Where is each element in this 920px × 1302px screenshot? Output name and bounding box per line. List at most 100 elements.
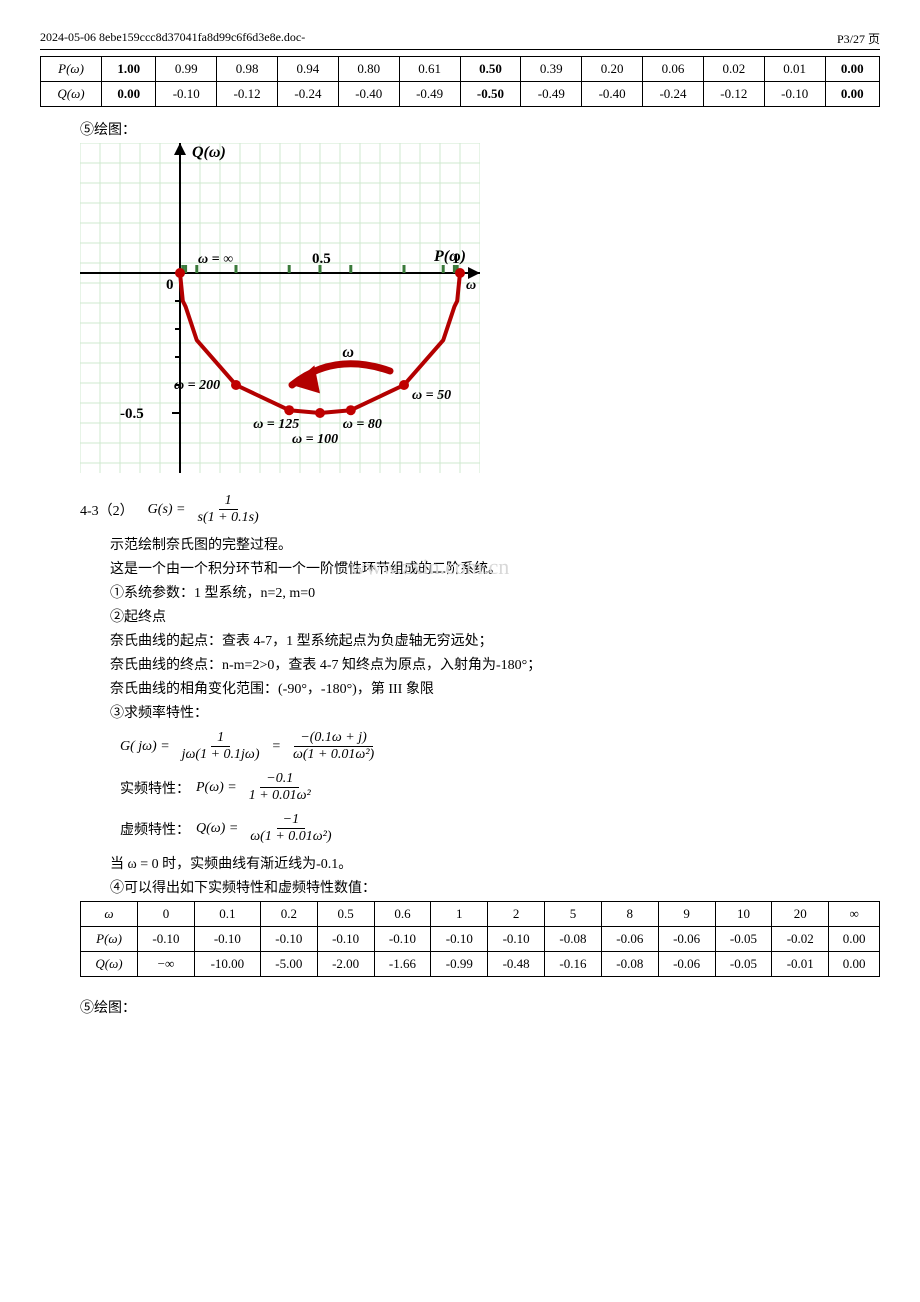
table-cell: -0.50 xyxy=(460,82,521,107)
table-cell: -0.40 xyxy=(338,82,399,107)
header-left: 2024-05-06 8ebe159ccc8d37041fa8d99c6f6d3… xyxy=(40,30,305,47)
table-cell: 1 xyxy=(431,902,488,927)
table-cell: 0.01 xyxy=(764,57,825,82)
table-cell: -0.06 xyxy=(601,927,658,952)
svg-text:0: 0 xyxy=(166,277,174,293)
table-cell: -0.08 xyxy=(601,952,658,977)
table-cell: 0.50 xyxy=(460,57,521,82)
table-cell: -0.24 xyxy=(278,82,339,107)
row-label: Q(ω) xyxy=(41,82,102,107)
line1-wrap: 这是一个由一个积分环节和一个一阶惯性环节组成的二阶系统。 www.zxin.co… xyxy=(110,558,880,578)
table-cell: 0.20 xyxy=(582,57,643,82)
pq-table-1: P(ω)1.000.990.980.940.800.610.500.390.20… xyxy=(40,56,880,107)
table-cell: 2 xyxy=(488,902,545,927)
body-section: 示范绘制奈氏图的完整过程。 这是一个由一个积分环节和一个一阶惯性环节组成的二阶系… xyxy=(40,534,880,722)
table-cell: -1.66 xyxy=(374,952,431,977)
table-cell: 0.00 xyxy=(825,82,879,107)
row-label: P(ω) xyxy=(41,57,102,82)
row-label: P(ω) xyxy=(81,927,138,952)
header-right: P3/27 页 xyxy=(837,30,880,47)
svg-text:0.5: 0.5 xyxy=(312,251,331,267)
eq3-den: ω(1 + 0.01ω²) xyxy=(244,829,337,845)
table-cell: −∞ xyxy=(138,952,195,977)
table-cell: -0.99 xyxy=(431,952,488,977)
svg-text:ω = 0: ω = 0 xyxy=(466,278,480,293)
table-cell: 0.1 xyxy=(194,902,260,927)
problem-number: 4-3（2） xyxy=(80,500,134,520)
table-cell: -0.16 xyxy=(545,952,602,977)
table-cell: -0.06 xyxy=(658,952,715,977)
table-cell: 0.00 xyxy=(829,927,880,952)
table-cell: -0.10 xyxy=(431,927,488,952)
gs-lhs: G(s) = xyxy=(148,502,186,518)
nyquist-svg: Q(ω)P(ω)0.51ω = 0ω = 50ω = 80ω = 100ω = … xyxy=(80,143,480,473)
line5: 奈氏曲线的终点：n-m=2>0，查表 4-7 知终点为原点，入射角为-180°； xyxy=(110,654,880,674)
nyquist-chart-1: Q(ω)P(ω)0.51ω = 0ω = 50ω = 80ω = 100ω = … xyxy=(80,143,880,473)
row-label: Q(ω) xyxy=(81,952,138,977)
table-cell: -0.01 xyxy=(772,952,829,977)
pq-table-2: ω00.10.20.50.6125891020∞P(ω)-0.10-0.10-0… xyxy=(80,901,880,977)
table-cell: 0.02 xyxy=(703,57,764,82)
svg-text:ω = 200: ω = 200 xyxy=(174,378,220,393)
table-cell: -0.12 xyxy=(217,82,278,107)
table-cell: 0.98 xyxy=(217,57,278,82)
table-cell: 0.61 xyxy=(399,57,460,82)
eq2-den: 1 + 0.01ω² xyxy=(243,788,317,804)
svg-text:ω = 100: ω = 100 xyxy=(292,432,338,447)
svg-text:ω = 80: ω = 80 xyxy=(343,417,382,432)
eq2-frac: −0.1 1 + 0.01ω² xyxy=(243,771,317,804)
eq2-lhs: P(ω) = xyxy=(196,780,237,796)
svg-text:1: 1 xyxy=(452,251,460,267)
eq1-frac1: 1 jω(1 + 0.1jω) xyxy=(176,730,266,763)
table-cell: -0.10 xyxy=(194,927,260,952)
line-asymp: 当 ω = 0 时，实频曲线有渐近线为-0.1。 xyxy=(110,853,880,873)
svg-text:ω = ∞: ω = ∞ xyxy=(198,252,233,267)
table-cell: 0.00 xyxy=(829,952,880,977)
table-cell: -0.49 xyxy=(521,82,582,107)
table-cell: -0.05 xyxy=(715,952,772,977)
table-cell: -0.10 xyxy=(317,927,374,952)
table-cell: -0.06 xyxy=(658,927,715,952)
table-cell: 0.99 xyxy=(156,57,217,82)
eq1-d1: jω(1 + 0.1jω) xyxy=(176,747,266,763)
gs-den: s(1 + 0.1s) xyxy=(192,510,265,526)
eq3-label: 虚频特性： xyxy=(120,819,190,839)
table-cell: -0.10 xyxy=(156,82,217,107)
table-cell: 5 xyxy=(545,902,602,927)
table-cell: 0.94 xyxy=(278,57,339,82)
table-cell: 10 xyxy=(715,902,772,927)
line4: 奈氏曲线的起点：查表 4-7，1 型系统起点为负虚轴无穷远处； xyxy=(110,630,880,650)
table-cell: -0.10 xyxy=(764,82,825,107)
table-cell: -0.10 xyxy=(138,927,195,952)
problem-formula: 4-3（2） G(s) = 1 s(1 + 0.1s) xyxy=(80,493,880,526)
table-cell: -0.24 xyxy=(643,82,704,107)
eq3-lhs: Q(ω) = xyxy=(196,821,238,837)
line3: ②起终点 xyxy=(110,606,880,626)
svg-text:ω = 125: ω = 125 xyxy=(253,417,299,432)
table-cell: -5.00 xyxy=(260,952,317,977)
table-cell: -0.10 xyxy=(488,927,545,952)
table-cell: -0.10 xyxy=(260,927,317,952)
table-cell: 0.5 xyxy=(317,902,374,927)
table-cell: -0.49 xyxy=(399,82,460,107)
line2: ①系统参数：1 型系统，n=2, m=0 xyxy=(110,582,880,602)
step5b-label: ⑤绘图： xyxy=(80,997,880,1017)
eq1-frac2: −(0.1ω + j) ω(1 + 0.01ω²) xyxy=(287,730,380,763)
table-cell: -0.08 xyxy=(545,927,602,952)
line7: ③求频率特性： xyxy=(110,702,880,722)
line6: 奈氏曲线的相角变化范围：(-90°，-180°)，第 III 象限 xyxy=(110,678,880,698)
step5-label: ⑤绘图： xyxy=(80,119,880,139)
table-cell: ∞ xyxy=(829,902,880,927)
page-header: 2024-05-06 8ebe159ccc8d37041fa8d99c6f6d3… xyxy=(40,30,880,50)
svg-text:P(ω): P(ω) xyxy=(433,248,466,265)
table-cell: -10.00 xyxy=(194,952,260,977)
table-cell: 1.00 xyxy=(102,57,156,82)
table-cell: 20 xyxy=(772,902,829,927)
svg-text:ω = 50: ω = 50 xyxy=(412,388,451,403)
eq-gjw: G( jω) = 1 jω(1 + 0.1jω) = −(0.1ω + j) ω… xyxy=(120,730,880,763)
table-cell: 0.06 xyxy=(643,57,704,82)
eq1-n2: −(0.1ω + j) xyxy=(294,730,373,747)
line0: 示范绘制奈氏图的完整过程。 xyxy=(110,534,880,554)
table-cell: 0.00 xyxy=(102,82,156,107)
table-cell: 0.00 xyxy=(825,57,879,82)
